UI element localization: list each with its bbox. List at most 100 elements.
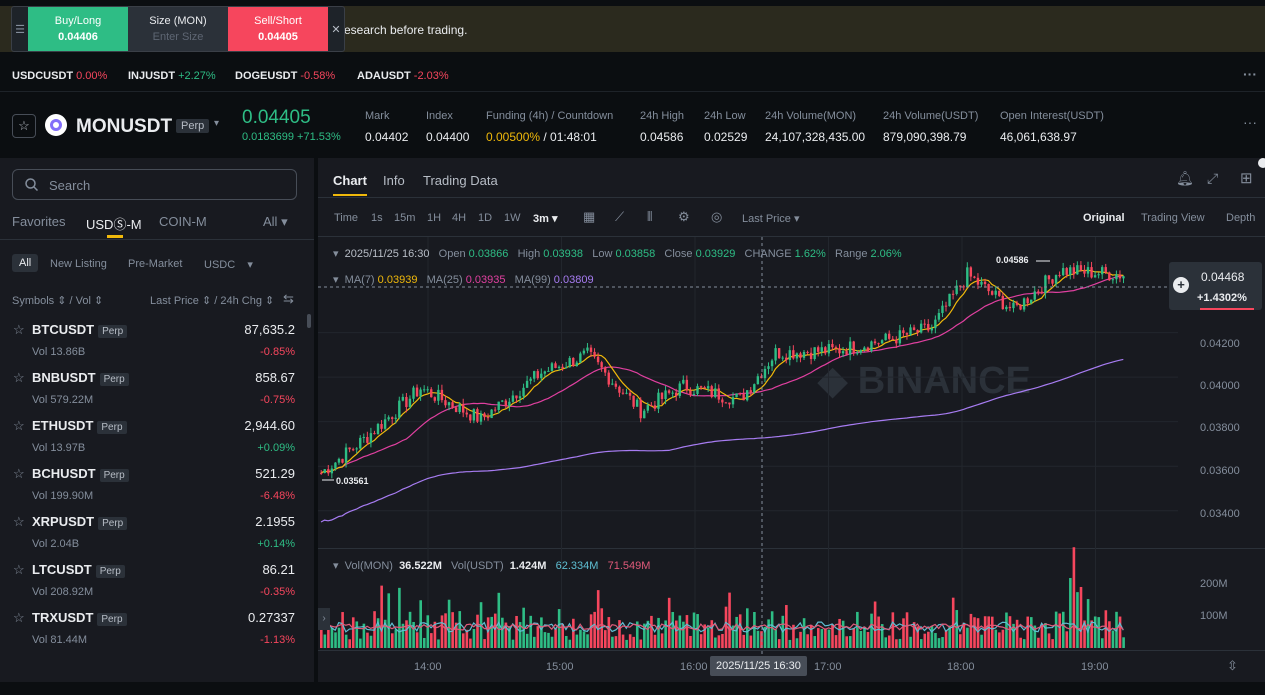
interval-1w[interactable]: 1W <box>504 212 521 224</box>
interval-1h[interactable]: 1H <box>427 212 442 224</box>
subtab-pre-market[interactable]: Pre-Market <box>128 258 183 270</box>
search-input[interactable]: Search <box>12 169 297 200</box>
interval-3m-active[interactable]: 3m ▾ <box>533 212 558 225</box>
tab-chart[interactable]: Chart <box>333 173 367 188</box>
volume-bar <box>454 622 458 648</box>
market-row[interactable]: ☆ ETHUSDT Perp Vol 13.97B 2,944.60 +0.09% <box>0 414 314 462</box>
candle-body <box>902 330 905 334</box>
candle-style-icon[interactable]: ⫴ <box>647 209 653 224</box>
volume-bar <box>511 639 515 648</box>
ticker-item[interactable]: INJUSDT +2.27% <box>128 70 216 82</box>
candle-body <box>962 286 965 288</box>
scrollbar[interactable] <box>307 314 311 328</box>
col-last-price[interactable]: Last Price ⇕ / 24h Chg ⇕ <box>150 294 274 307</box>
volume-bar <box>987 616 990 648</box>
chevron-down-icon[interactable]: ▾ <box>214 118 220 129</box>
index-label[interactable]: Index <box>426 110 453 122</box>
interval-15m[interactable]: 15m <box>394 212 416 224</box>
layout-grid-icon[interactable]: ⊞ <box>1240 170 1253 187</box>
bell-icon[interactable]: 🔔︎ <box>1176 170 1194 186</box>
favorite-star-icon[interactable]: ☆ <box>13 418 25 433</box>
sell-short-button[interactable]: Sell/Short 0.04405 <box>228 7 328 51</box>
volume-bar <box>937 638 941 648</box>
subtab-usdc[interactable]: USDC ▾ <box>204 258 253 271</box>
favorite-star-icon[interactable]: ☆ <box>13 322 25 337</box>
plus-icon[interactable]: + <box>1173 277 1189 293</box>
candle-body <box>735 393 738 398</box>
ma99-line <box>320 358 1124 523</box>
volume-mon-value: 24,107,328,435.00 <box>765 130 866 144</box>
market-row[interactable]: ☆ LTCUSDT Perp Vol 208.92M 86.21 -0.35% <box>0 558 314 606</box>
favorite-star-icon[interactable]: ☆ <box>13 370 25 385</box>
chevron-down-icon[interactable]: ▾ <box>333 274 339 286</box>
ticker-item[interactable]: DOGEUSDT -0.58% <box>235 70 335 82</box>
mark-label: Mark <box>365 110 390 122</box>
ticker-item[interactable]: USDCUSDT 0.00% <box>12 70 107 82</box>
favorite-star-icon[interactable]: ☆ <box>12 114 36 138</box>
resize-handle[interactable] <box>1258 158 1265 168</box>
ma99-label: MA(99) <box>514 274 551 286</box>
more-icon[interactable]: ··· <box>1243 114 1257 130</box>
market-row[interactable]: ☆ BTCUSDT Perp Vol 13.86B 87,635.2 -0.85% <box>0 318 314 366</box>
row-change: +0.14% <box>257 538 295 550</box>
interval-time[interactable]: Time <box>334 212 359 224</box>
interval-1s[interactable]: 1s <box>371 212 383 224</box>
volume-bar <box>604 630 607 648</box>
tab-favorites[interactable]: Favorites <box>12 214 66 229</box>
col-symbols[interactable]: Symbols ⇕ / Vol ⇕ <box>12 294 103 307</box>
auto-scale-icon[interactable]: ⇳ <box>1227 658 1238 673</box>
vol-ma2-line <box>320 623 1124 631</box>
expand-icon[interactable]: ⤢ <box>1207 170 1219 186</box>
close-icon[interactable]: ✕ <box>331 23 341 36</box>
tab-all-dropdown[interactable]: All ▾ <box>263 214 288 230</box>
perp-badge: Perp <box>97 421 127 434</box>
tab-info[interactable]: Info <box>383 173 405 188</box>
open-interest-label[interactable]: Open Interest(USDT) <box>1000 110 1104 122</box>
ticker-item[interactable]: ADAUSDT -2.03% <box>357 70 449 82</box>
candle-body <box>959 285 962 287</box>
drag-handle-icon[interactable]: ☰ <box>15 23 25 36</box>
favorite-star-icon[interactable]: ☆ <box>13 514 25 529</box>
market-row[interactable]: ☆ TRXUSDT Perp Vol 81.44M 0.27337 -1.13% <box>0 606 314 654</box>
tab-coin-m[interactable]: COIN-M <box>159 214 207 229</box>
chevron-down-icon[interactable]: ▾ <box>333 560 339 572</box>
candlestick-chart[interactable]: ◆ BINANCE <box>318 158 1265 682</box>
volume-bar <box>650 615 653 648</box>
tab-trading-data[interactable]: Trading Data <box>423 173 498 188</box>
symbol-title[interactable]: MONUSDT <box>76 116 173 137</box>
more-icon[interactable]: ··· <box>1243 66 1257 82</box>
candle-body <box>1040 291 1044 294</box>
ma7-value: 0.03939 <box>377 274 418 286</box>
interval-1d[interactable]: 1D <box>478 212 493 224</box>
current-price-tag[interactable]: + 0.04468 +1.4302% <box>1169 262 1262 310</box>
calendar-icon[interactable]: ▦ <box>583 209 596 224</box>
price-type-dropdown[interactable]: Last Price ▾ <box>742 212 800 225</box>
buy-long-button[interactable]: Buy/Long 0.04406 <box>28 7 128 51</box>
favorite-star-icon[interactable]: ☆ <box>13 610 25 625</box>
size-input[interactable]: Size (MON) Enter Size <box>128 7 228 51</box>
market-row[interactable]: ☆ BCHUSDT Perp Vol 199.90M 521.29 -6.48% <box>0 462 314 510</box>
view-trading-view[interactable]: Trading View <box>1141 212 1205 224</box>
filter-settings-icon[interactable]: ⇆ <box>283 291 294 306</box>
volume-bar <box>959 634 962 648</box>
favorite-star-icon[interactable]: ☆ <box>13 466 25 481</box>
chevron-down-icon[interactable]: ▾ <box>333 248 339 260</box>
volume-bar <box>1026 616 1030 648</box>
scroll-left-icon[interactable]: › <box>318 608 330 630</box>
market-row[interactable]: ☆ BNBUSDT Perp Vol 579.22M 858.67 -0.75% <box>0 366 314 414</box>
candle-body <box>831 343 834 348</box>
candle-body <box>1076 265 1079 275</box>
chart-settings-icon[interactable]: ⚙ <box>678 209 690 224</box>
volume-bar <box>724 606 728 648</box>
view-depth[interactable]: Depth <box>1226 212 1256 224</box>
target-icon[interactable]: ◎ <box>711 209 723 224</box>
subtab-new-listing[interactable]: New Listing <box>50 258 107 270</box>
tab-usds-m[interactable]: USDⓈ-M <box>86 217 142 232</box>
view-original[interactable]: Original <box>1083 212 1125 224</box>
candle-body <box>451 402 454 408</box>
market-row[interactable]: ☆ XRPUSDT Perp Vol 2.04B 2.1955 +0.14% <box>0 510 314 558</box>
interval-4h[interactable]: 4H <box>452 212 467 224</box>
favorite-star-icon[interactable]: ☆ <box>13 562 25 577</box>
subtab-all[interactable]: All <box>12 254 39 272</box>
indicator-icon[interactable]: ⟋ <box>615 209 625 224</box>
